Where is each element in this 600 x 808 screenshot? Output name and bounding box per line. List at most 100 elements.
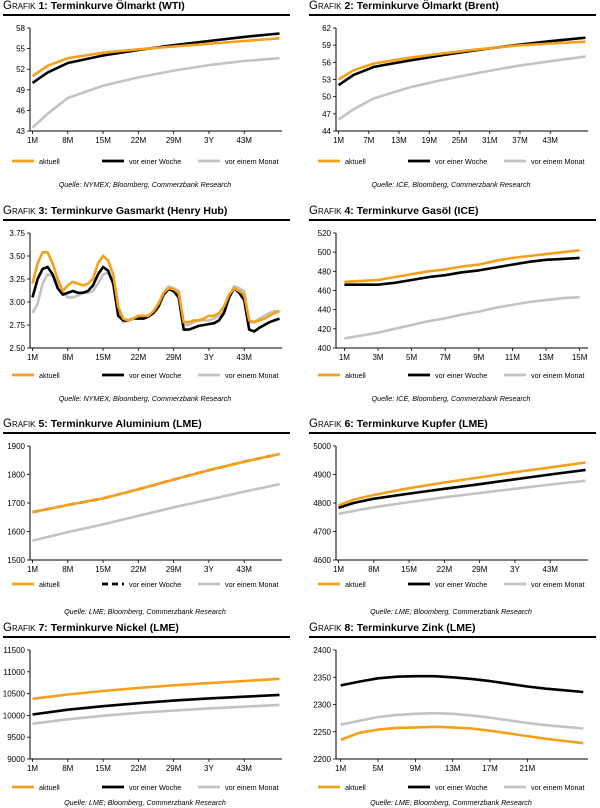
legend-label: vor einer Woche: [129, 783, 181, 792]
title-rule: [3, 432, 290, 434]
series-line-woche: [31, 265, 280, 333]
series-line-aktuell: [31, 250, 280, 324]
y-tick-label: 58: [16, 24, 25, 33]
legend-item-monat: vor einem Monat: [198, 580, 279, 589]
legend-label: vor einer Woche: [435, 580, 487, 589]
chart-title-text: Terminkurve Zink (LME): [356, 622, 476, 634]
x-tick-label: 43M: [542, 565, 558, 574]
x-tick-label: 1M: [27, 136, 38, 145]
legend-label: vor einer Woche: [129, 580, 181, 589]
y-tick-label: 9000: [7, 755, 25, 764]
chart-source: Quelle: LME; Bloomberg, Commerzbank Rese…: [64, 607, 226, 616]
legend-item-woche: vor einer Woche: [408, 580, 487, 589]
y-tick-label: 4900: [313, 471, 331, 480]
x-tick-label: 8M: [368, 565, 379, 574]
y-tick-label: 50: [322, 93, 331, 102]
line-chart: 2.50 2.75 3.00 3.25 3.50 3.75 1M 8M 15M 22M 29M 3Y 4…: [9, 229, 282, 380]
series-line-monat: [32, 703, 280, 725]
legend-label: vor einer Woche: [129, 371, 181, 380]
chart-title-text: Terminkurve Kupfer (LME): [356, 418, 488, 430]
line-chart: 43 46 49 52 55 58 1M 8M 15M 22M 29M 3Y 43M aktuell vor…: [12, 24, 282, 166]
chart-source: Quelle: NYMEX; Bloomberg, Commerzbank Re…: [58, 180, 232, 189]
x-tick-label: 1M: [333, 136, 344, 145]
legend-item-woche: vor einer Woche: [102, 371, 181, 380]
legend-label: vor einem Monat: [225, 783, 279, 792]
series-line-aktuell: [344, 249, 580, 284]
y-tick-label: 2300: [313, 701, 331, 710]
grafik-label: Grafik: [309, 418, 342, 430]
y-tick-label: 1900: [7, 442, 25, 451]
legend-item-aktuell: aktuell: [12, 157, 60, 166]
legend-item-monat: vor einem Monat: [504, 580, 585, 589]
chart-title: Grafik 4: Terminkurve Gasöl (ICE): [309, 205, 478, 217]
y-tick-label: 3.50: [9, 252, 25, 261]
line-chart: 400 420 440 460 480 500 520 1M 3M 5M 7M 9M 11M 13M 15M…: [318, 229, 588, 380]
x-tick-label: 22M: [131, 764, 147, 773]
y-tick-label: 44: [322, 127, 331, 136]
x-tick-label: 9M: [410, 764, 421, 773]
y-tick-label: 4600: [313, 556, 331, 565]
y-tick-label: 10500: [3, 690, 26, 699]
legend-item-woche: vor einer Woche: [102, 157, 181, 166]
x-tick-label: 29M: [472, 565, 488, 574]
series-line-woche: [32, 693, 280, 716]
x-tick-label: 1M: [339, 353, 350, 362]
y-tick-label: 5000: [313, 442, 331, 451]
grafik-label: Grafik: [3, 622, 36, 634]
x-tick-label: 1M: [27, 353, 38, 362]
line-chart: 9000 9500 10000 10500 11000 11500 1M 8M 15M 22M 29…: [3, 646, 282, 792]
x-tick-label: 3M: [372, 353, 383, 362]
y-tick-label: 1600: [7, 528, 25, 537]
y-tick-label: 56: [322, 58, 331, 67]
grafik-number: 7:: [38, 622, 48, 634]
chart-panel-7: Grafik 7: Terminkurve Nickel (LME) 9000 9…: [0, 622, 290, 808]
x-tick-label: 1M: [335, 764, 346, 773]
grafik-label: Grafik: [3, 418, 36, 430]
x-tick-label: 8M: [62, 136, 73, 145]
series-line-woche: [337, 36, 586, 87]
line-chart: 4600 4700 4800 4900 5000 1M 8M 15M 22M 29M 3Y 43M ak…: [313, 442, 588, 589]
chart-title: Grafik 7: Terminkurve Nickel (LME): [3, 622, 179, 634]
y-tick-label: 2400: [313, 646, 331, 655]
x-tick-label: 29M: [166, 136, 182, 145]
x-tick-label: 8M: [62, 565, 73, 574]
grafik-label: Grafik: [309, 622, 342, 634]
chart-source: Quelle: ICE, Bloomberg, Commerzbank Rese…: [371, 180, 531, 189]
x-tick-label: 9M: [473, 353, 484, 362]
y-tick-label: 400: [318, 344, 332, 353]
legend-label: vor einem Monat: [531, 580, 585, 589]
chart-title-text: Terminkurve Gasöl (ICE): [356, 205, 479, 217]
y-tick-label: 2350: [313, 673, 331, 682]
grafik-number: 4:: [344, 205, 354, 217]
x-tick-label: 5M: [372, 764, 383, 773]
x-tick-label: 15M: [401, 565, 417, 574]
y-tick-label: 4700: [313, 528, 331, 537]
x-tick-label: 3Y: [204, 565, 214, 574]
legend-item-monat: vor einem Monat: [504, 371, 585, 380]
y-tick-label: 52: [16, 65, 25, 74]
y-tick-label: 500: [318, 248, 332, 257]
chart-source: Quelle: ICE, Bloomberg, Commerzbank Rese…: [371, 394, 531, 403]
x-tick-label: 7M: [440, 353, 451, 362]
legend-item-aktuell: aktuell: [12, 371, 60, 380]
legend-label: aktuell: [39, 157, 60, 166]
y-tick-label: 420: [318, 325, 332, 334]
legend-label: aktuell: [39, 580, 60, 589]
x-tick-label: 22M: [437, 565, 453, 574]
series-line-woche: [340, 674, 584, 694]
grafik-label: Grafik: [3, 205, 36, 217]
grafik-label: Grafik: [3, 0, 36, 12]
legend-label: vor einem Monat: [225, 157, 279, 166]
legend-label: vor einem Monat: [225, 580, 279, 589]
y-tick-label: 11000: [3, 668, 25, 677]
x-tick-label: 13M: [391, 136, 407, 145]
legend-label: aktuell: [345, 783, 366, 792]
y-tick-label: 3.75: [9, 229, 25, 238]
series-line-monat: [32, 482, 280, 542]
grafik-number: 2:: [344, 0, 354, 12]
y-tick-label: 62: [322, 24, 331, 33]
series-line-woche: [338, 468, 586, 510]
chart-title: Grafik 8: Terminkurve Zink (LME): [309, 622, 476, 634]
chart-source: Quelle: LME; Bloomberg, Commerzbank Rese…: [64, 798, 226, 807]
title-rule: [309, 432, 596, 434]
